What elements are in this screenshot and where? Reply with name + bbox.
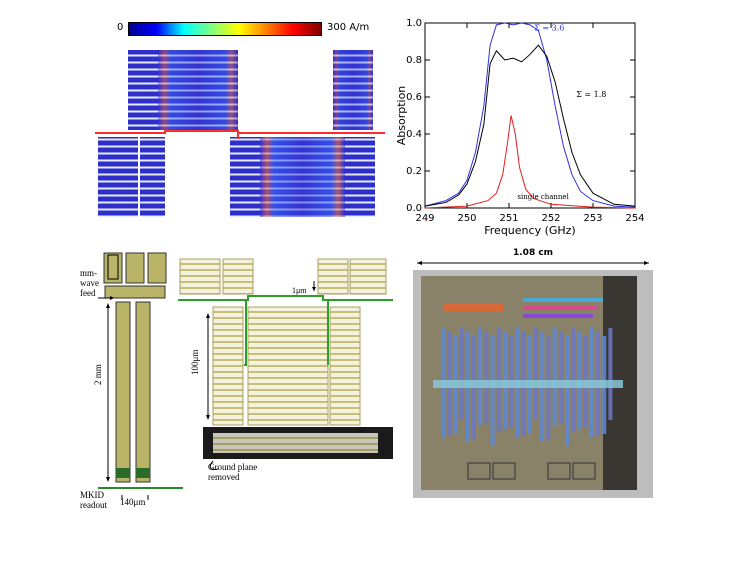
x-tick-label: 253 [583, 213, 602, 224]
y-tick-label: 0.2 [406, 166, 422, 177]
chip-photo [413, 261, 653, 498]
resonator-column [478, 328, 483, 426]
absorption-chart: 249 250 251 252 253 254 0.0 0.2 0.4 0.6 0.8 1.0 Freq… [395, 18, 645, 237]
resonator-layout-drawing [178, 258, 393, 470]
resonator-column [608, 328, 613, 420]
resonator-layout-figure: 1μm 100μm Ground plane removed [178, 255, 393, 485]
x-tick-label: 250 [457, 213, 476, 224]
chip-photo-figure: 1.08 cm [413, 248, 653, 498]
resonator-column [534, 328, 538, 420]
resonator-column [459, 328, 464, 420]
series-line-1 [424, 44, 636, 207]
x-tick-label: 249 [415, 213, 434, 224]
resonator-column [490, 336, 495, 446]
y-tick-label: 0.0 [406, 203, 422, 214]
series-line-2 [424, 115, 636, 209]
annotation-sigma-1-8: Σ = 1.8 [576, 90, 606, 99]
colorbar-max-label: 300 A/m [327, 22, 370, 33]
x-tick-label: 251 [499, 213, 518, 224]
y-tick-label: 0.8 [406, 55, 422, 66]
x-tick-label: 252 [541, 213, 560, 224]
annotation-sigma-3-6: Σ = 3.6 [534, 23, 564, 32]
current-density-map [95, 50, 385, 217]
resonator-column [565, 336, 569, 446]
y-tick-label: 1.0 [406, 18, 422, 29]
photo-scale-label: 1.08 cm [513, 248, 554, 258]
resonator-column [552, 328, 557, 426]
label-ground-plane: Ground plane removed [208, 462, 258, 482]
x-tick-label: 254 [625, 213, 644, 224]
mkid-layout-drawing [98, 252, 183, 500]
y-axis-label: Absorption [395, 86, 408, 146]
colorbar [128, 22, 322, 36]
label-2mm: 2 mm [93, 364, 103, 385]
y-tick-label: 0.4 [406, 129, 422, 140]
x-axis-label: Frequency (GHz) [484, 224, 575, 237]
label-mkid-readout: MKID readout [80, 490, 107, 510]
label-1um: 1μm [292, 286, 307, 295]
series-line-0 [424, 22, 636, 208]
plot-frame [424, 22, 636, 209]
label-mmwave-feed: mm-wave feed [80, 268, 99, 298]
colorbar-min-label: 0 [117, 22, 124, 33]
resonator-column [558, 332, 563, 424]
mkid-layout-figure: mm-wave feed 2 mm MKID readout 140μm [78, 250, 188, 510]
y-tick-label: 0.6 [406, 92, 422, 103]
label-140um: 140μm [120, 497, 146, 507]
current-density-figure: 0 300 A/m [95, 20, 385, 225]
annotation-single-channel: single channel [517, 193, 569, 201]
resonator-column [484, 332, 489, 424]
label-100um: 100μm [190, 349, 200, 375]
